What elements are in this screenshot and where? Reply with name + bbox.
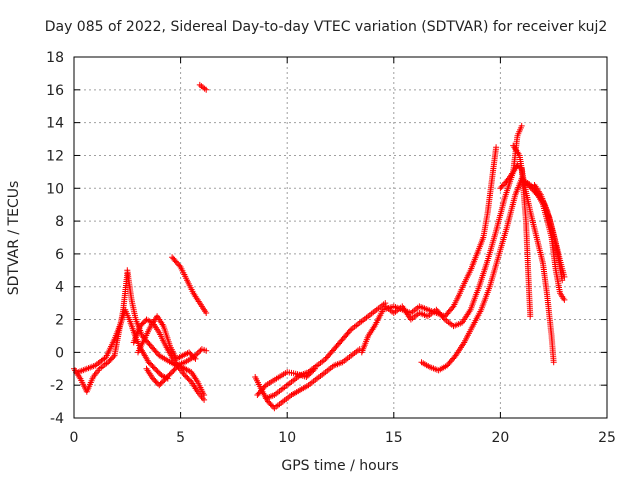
plot-frame	[73, 56, 608, 419]
data-point	[110, 354, 117, 360]
data-point	[160, 378, 167, 385]
data-points	[71, 81, 568, 412]
data-point	[186, 349, 193, 356]
data-point	[140, 319, 147, 326]
y-axis-ticks: -4 -2 0 2 4 6 8 10 12 14 16 18	[46, 50, 607, 427]
data-point	[167, 370, 174, 377]
data-point	[561, 273, 568, 280]
data-point	[105, 359, 112, 366]
data-point	[152, 378, 159, 385]
data-point	[346, 327, 353, 334]
x-tick-label: 10	[278, 430, 296, 446]
data-point	[158, 379, 165, 386]
data-point	[183, 373, 190, 380]
y-tick-label: 6	[55, 247, 64, 263]
y-tick-label: 4	[55, 280, 64, 296]
data-point	[184, 375, 191, 381]
data-point	[309, 368, 316, 375]
grid	[74, 57, 607, 418]
data-point	[194, 350, 201, 357]
data-point	[203, 347, 210, 354]
data-point	[268, 402, 275, 409]
x-tick-label: 20	[491, 430, 509, 446]
data-point	[145, 359, 152, 366]
data-point	[440, 315, 447, 322]
data-point	[449, 304, 456, 311]
data-point	[493, 144, 500, 151]
y-tick-label: 2	[55, 313, 64, 329]
y-tick-label: 10	[46, 181, 64, 197]
data-point	[191, 354, 198, 361]
data-point	[550, 359, 557, 366]
y-tick-label: 14	[46, 116, 64, 132]
data-point	[304, 372, 311, 379]
data-point	[196, 348, 203, 355]
x-axis-ticks: 0 5 10 15 20 25	[70, 57, 616, 446]
x-axis-label: GPS time / hours	[281, 458, 398, 474]
data-point	[185, 376, 192, 383]
y-tick-label: -2	[50, 378, 64, 394]
data-point	[303, 374, 310, 380]
data-point	[172, 365, 179, 372]
chart-title: Day 085 of 2022, Sidereal Day-to-day VTE…	[45, 19, 608, 35]
data-point	[203, 86, 210, 93]
data-point	[307, 369, 314, 376]
data-point	[108, 355, 115, 362]
data-point	[187, 350, 194, 357]
data-point	[153, 367, 160, 374]
x-tick-label: 0	[70, 430, 79, 446]
y-tick-label: 16	[46, 83, 64, 99]
data-point	[192, 355, 199, 362]
data-point	[153, 379, 160, 386]
x-tick-label: 5	[176, 430, 185, 446]
data-point	[518, 122, 525, 129]
data-point	[203, 310, 210, 316]
data-point	[152, 365, 158, 372]
y-axis-label: SDTVAR / TECUs	[6, 181, 22, 296]
y-tick-label: 0	[55, 345, 64, 361]
y-tick-label: 12	[46, 148, 64, 164]
data-point	[137, 323, 144, 330]
y-tick-label: -4	[50, 411, 64, 427]
data-point	[310, 367, 317, 374]
data-point	[176, 262, 183, 269]
data-point	[166, 371, 173, 378]
data-point	[171, 366, 178, 373]
data-point	[150, 364, 157, 371]
y-tick-label: 8	[55, 214, 64, 230]
data-point	[146, 360, 153, 367]
x-tick-label: 15	[385, 430, 403, 446]
data-point	[165, 373, 172, 379]
data-point	[161, 376, 168, 383]
data-point	[527, 313, 534, 320]
data-point	[311, 365, 318, 372]
x-tick-label: 25	[598, 430, 616, 446]
data-point	[201, 392, 208, 398]
data-point	[561, 296, 568, 303]
y-tick-label: 18	[46, 50, 64, 66]
